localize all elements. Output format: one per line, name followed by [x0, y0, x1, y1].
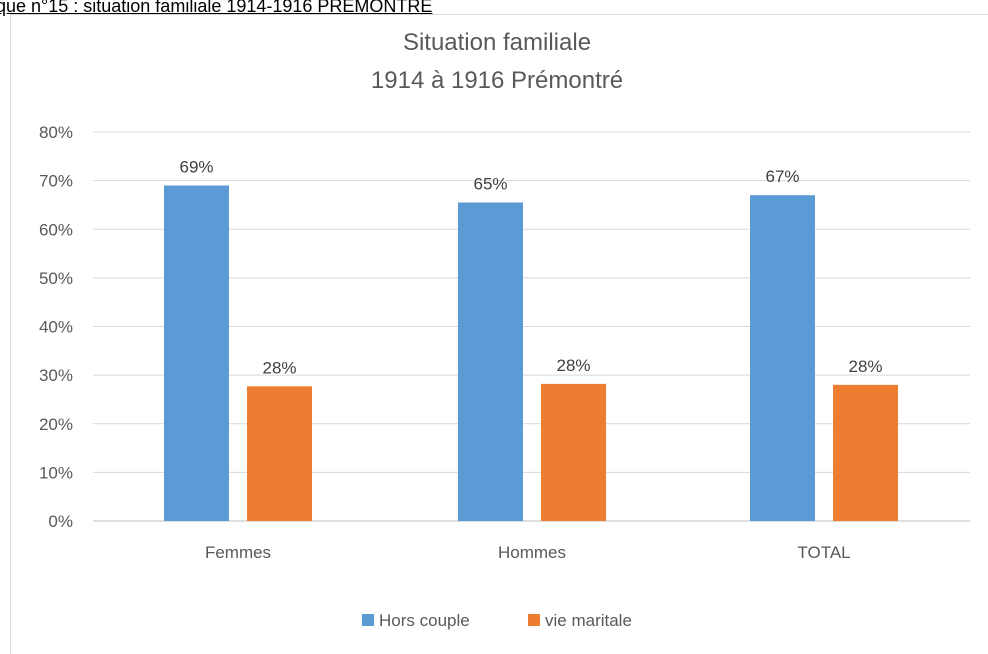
y-tick-label: 30%: [39, 366, 73, 385]
y-tick-label: 0%: [48, 512, 73, 531]
chart-frame: [10, 14, 988, 654]
x-category-label: Hommes: [498, 543, 566, 562]
data-label: 67%: [765, 167, 799, 186]
bar-hors-couple: [164, 185, 229, 522]
data-label: 69%: [179, 157, 213, 176]
data-label: 28%: [556, 356, 590, 375]
bar-hors-couple: [750, 195, 815, 521]
chart-subtitle: 1914 à 1916 Prémontré: [371, 67, 623, 94]
y-tick-label: 20%: [39, 415, 73, 434]
legend-label: Hors couple: [379, 611, 470, 630]
bar-vie-maritale: [247, 386, 312, 521]
bar-vie-maritale: [541, 383, 606, 521]
y-tick-label: 70%: [39, 172, 73, 191]
bar-vie-maritale: [833, 384, 898, 521]
x-axis: Femmes Hommes TOTAL: [205, 543, 851, 562]
data-label: 28%: [262, 358, 296, 377]
y-tick-label: 40%: [39, 318, 73, 337]
x-category-label: Femmes: [205, 543, 271, 562]
legend-swatch: [528, 614, 540, 626]
y-axis: 0% 10% 20% 30% 40% 50% 60% 70% 80%: [39, 123, 73, 531]
y-tick-label: 10%: [39, 463, 73, 482]
legend-swatch: [362, 614, 374, 626]
legend-label: vie maritale: [545, 611, 632, 630]
chart-title: Situation familiale: [403, 29, 591, 56]
bars: 69% 28% 65% 28% 67% 28%: [164, 157, 898, 522]
x-category-label: TOTAL: [797, 543, 850, 562]
gridlines: [93, 131, 970, 522]
y-tick-label: 50%: [39, 269, 73, 288]
bar-hors-couple: [458, 202, 523, 521]
y-tick-label: 80%: [39, 123, 73, 142]
figure-caption: que n°15 : situation familiale 1914-1916…: [0, 0, 433, 16]
legend: Hors couple vie maritale: [362, 611, 632, 630]
data-label: 28%: [848, 357, 882, 376]
data-label: 65%: [473, 175, 507, 194]
y-tick-label: 60%: [39, 220, 73, 239]
